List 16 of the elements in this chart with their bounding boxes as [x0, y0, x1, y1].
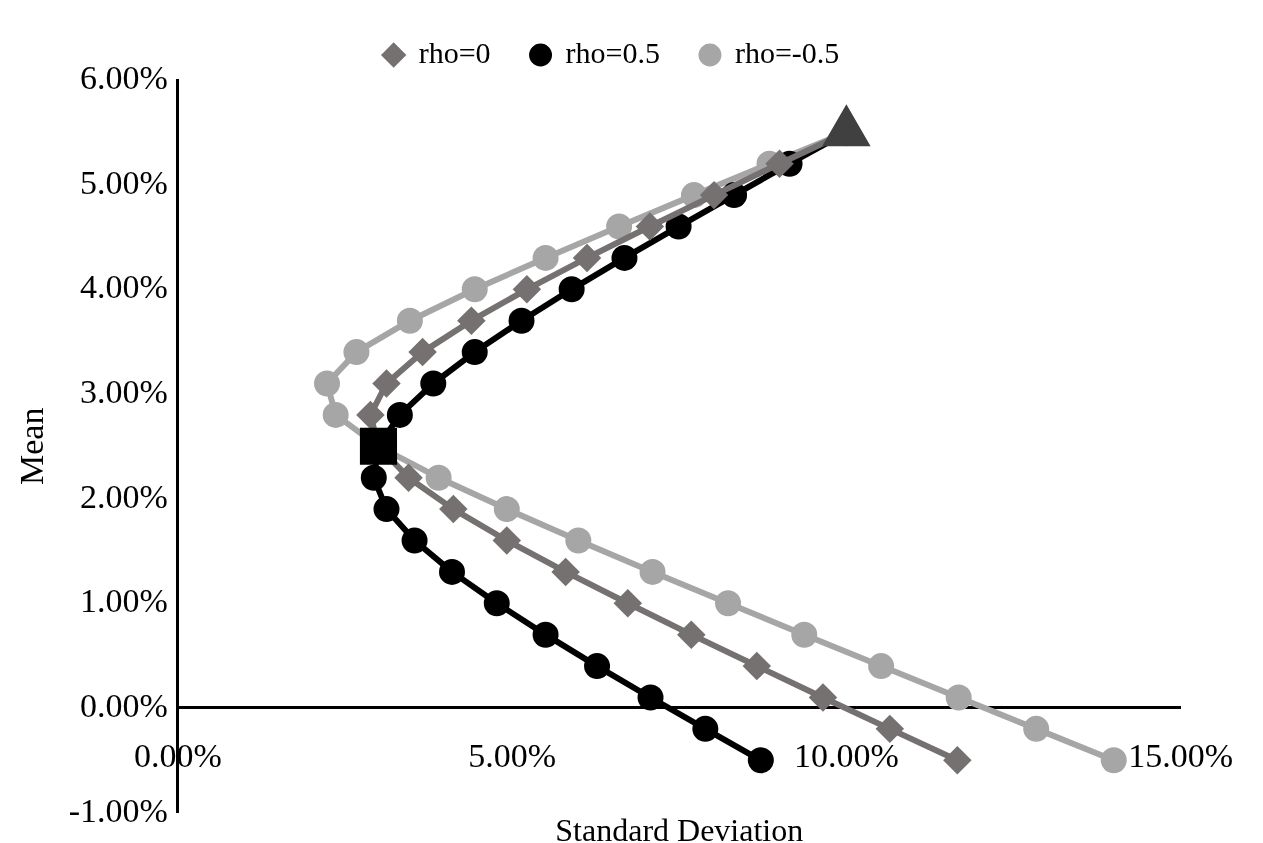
y-axis-title: Mean [13, 407, 51, 486]
x-tick-label: 10.00% [793, 737, 899, 775]
y-tick-label: 5.00% [80, 163, 168, 201]
x-tick-label: 15.00% [1128, 737, 1233, 775]
legend-label: rho=0.5 [565, 35, 660, 69]
legend-label: rho=-0.5 [734, 35, 840, 69]
x-tick-label: 5.00% [468, 737, 557, 775]
y-tick-label: -1.00% [68, 791, 168, 829]
y-tick-label: 1.00% [80, 582, 168, 620]
x-axis-title: Standard Deviation [555, 812, 804, 843]
y-tick-label: 4.00% [80, 268, 168, 306]
y-tick-label: 0.00% [80, 686, 168, 724]
y-tick-label: 6.00% [80, 58, 168, 96]
legend-label: rho=0 [418, 35, 491, 69]
y-tick-label: 3.00% [80, 372, 168, 410]
y-tick-label: 2.00% [80, 477, 168, 515]
